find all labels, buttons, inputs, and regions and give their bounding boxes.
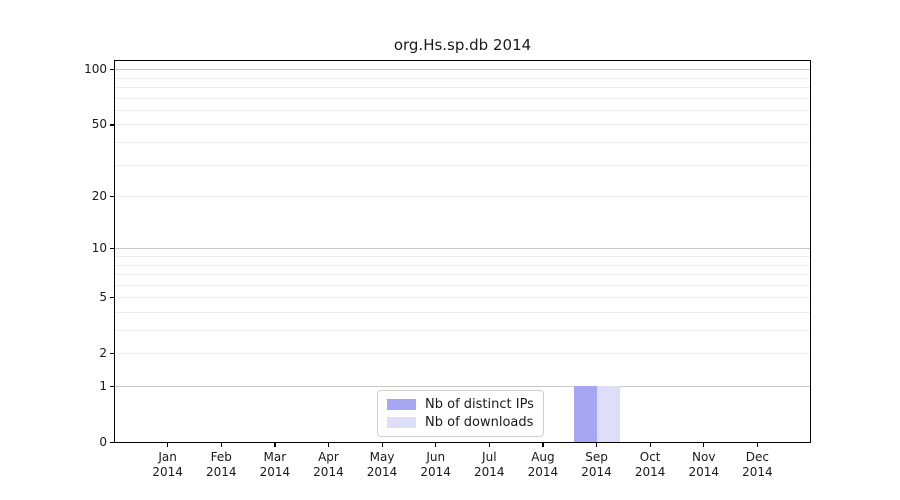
x-tick-label: Mar 2014 xyxy=(259,450,291,479)
x-tick-label: Jun 2014 xyxy=(420,450,451,479)
x-tick-mark xyxy=(327,443,330,447)
y-tick-label: 0 xyxy=(99,435,107,449)
downloads-swatch xyxy=(387,417,416,428)
y-tick-mark xyxy=(110,442,114,444)
y-tick-mark xyxy=(110,297,114,299)
bar-nb-of-distinct-ips-sep-2014 xyxy=(573,386,597,442)
x-tick-label: May 2014 xyxy=(366,450,398,479)
x-tick-label: Apr 2014 xyxy=(313,450,344,479)
x-tick-label: Dec 2014 xyxy=(742,450,773,479)
y-tick-label: 100 xyxy=(84,62,107,77)
legend-item-downloads: Nb of downloads xyxy=(387,415,543,430)
plot-area xyxy=(114,60,811,443)
x-tick-label: Aug 2014 xyxy=(527,450,559,479)
major-gridline xyxy=(115,248,810,250)
legend-item-distinct-ips: Nb of distinct IPs xyxy=(387,397,543,412)
minor-gridline xyxy=(115,330,810,332)
major-gridline xyxy=(115,386,810,387)
y-tick-mark xyxy=(110,386,114,388)
x-tick-mark xyxy=(756,443,759,447)
x-tick-mark xyxy=(220,443,222,447)
x-tick-mark xyxy=(167,443,169,447)
minor-gridline xyxy=(115,297,810,299)
minor-gridline xyxy=(115,274,810,276)
x-tick-label: Jul 2014 xyxy=(474,450,505,479)
minor-gridline xyxy=(115,124,810,126)
x-tick-mark xyxy=(542,443,544,447)
y-tick-label: 20 xyxy=(91,189,107,204)
minor-gridline xyxy=(115,353,810,355)
distinct-ips-swatch xyxy=(387,399,416,410)
y-tick-mark xyxy=(110,248,114,250)
minor-gridline xyxy=(115,311,810,313)
x-tick-mark xyxy=(435,443,437,447)
minor-gridline xyxy=(115,77,810,79)
x-tick-label: Nov 2014 xyxy=(688,450,720,479)
x-tick-mark xyxy=(274,443,276,447)
minor-gridline xyxy=(115,142,810,144)
x-tick-mark xyxy=(649,443,651,447)
minor-gridline xyxy=(115,196,810,198)
y-tick-label: 5 xyxy=(99,290,107,305)
y-tick-mark xyxy=(110,124,114,126)
minor-gridline xyxy=(115,87,810,89)
minor-gridline xyxy=(115,256,810,257)
y-tick-label: 2 xyxy=(99,346,107,361)
y-tick-mark xyxy=(110,196,114,198)
y-tick-label: 50 xyxy=(91,117,107,132)
bar-nb-of-downloads-sep-2014 xyxy=(596,386,620,442)
y-tick-mark xyxy=(110,69,114,71)
x-tick-label: Feb 2014 xyxy=(205,450,237,479)
legend: Nb of distinct IPs Nb of downloads xyxy=(377,390,544,437)
x-tick-mark xyxy=(703,443,705,447)
major-gridline xyxy=(115,69,810,71)
minor-gridline xyxy=(115,97,810,99)
chart-title: org.Hs.sp.db 2014 xyxy=(393,36,532,54)
x-tick-label: Jan 2014 xyxy=(152,450,183,479)
minor-gridline xyxy=(115,264,810,266)
legend-label: Nb of downloads xyxy=(425,415,534,430)
y-tick-label: 10 xyxy=(91,241,107,256)
legend-label: Nb of distinct IPs xyxy=(425,397,534,412)
x-tick-label: Sep 2014 xyxy=(581,450,612,479)
minor-gridline xyxy=(115,164,810,166)
minor-gridline xyxy=(115,109,810,111)
x-tick-label: Oct 2014 xyxy=(634,450,666,479)
minor-gridline xyxy=(115,284,810,286)
y-tick-label: 1 xyxy=(99,379,107,393)
y-tick-mark xyxy=(110,353,114,355)
x-tick-mark xyxy=(596,443,598,447)
x-tick-mark xyxy=(488,443,490,447)
x-tick-mark xyxy=(381,443,383,447)
